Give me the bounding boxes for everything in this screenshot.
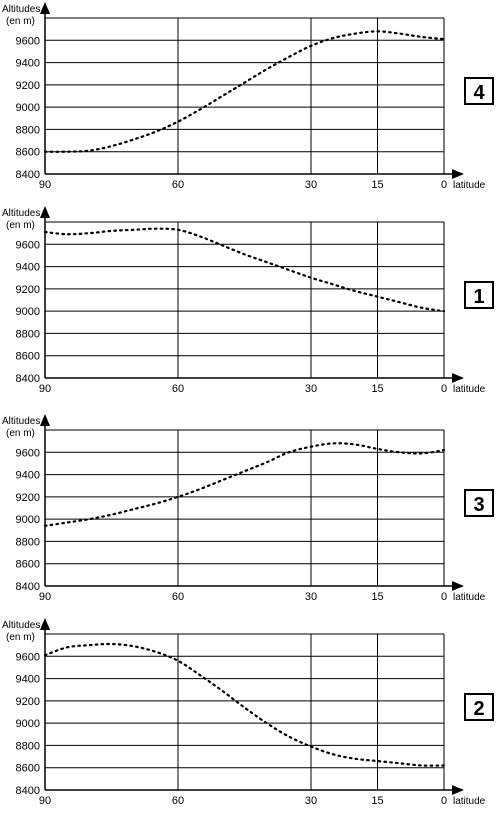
x-tick-label: 15	[371, 179, 383, 191]
y-axis-arrow	[40, 414, 50, 426]
altitude-series-line	[43, 442, 446, 527]
y-tick-label: 9400	[16, 58, 40, 70]
y-tick-label: 9200	[16, 696, 40, 708]
x-tick-label: 60	[172, 591, 184, 603]
y-tick-label: 8400	[16, 373, 40, 385]
y-tick-label: 9000	[16, 718, 40, 730]
y-axis-title-unit: (en m)	[6, 220, 35, 231]
y-axis-title-unit: (en m)	[6, 428, 35, 439]
x-tick-label: 90	[39, 795, 51, 807]
y-axis-title: Altitudes	[2, 208, 40, 219]
y-tick-label: 8400	[16, 169, 40, 181]
y-tick-label: 8800	[16, 328, 40, 340]
y-axis-arrow	[40, 206, 50, 218]
panel-badge	[464, 693, 494, 721]
y-tick-label: 9600	[16, 239, 40, 251]
chart-panel-2: 8400 8600 8800 9000 9200 9400 9600 90 60 30 15 0 Alt…	[2, 618, 494, 807]
x-axis-title: latitude	[453, 796, 486, 807]
x-tick-label: 60	[172, 795, 184, 807]
y-tick-label: 8600	[16, 763, 40, 775]
y-tick-label: 8600	[16, 147, 40, 159]
x-axis-arrow	[452, 581, 464, 591]
x-tick-label: 0	[441, 179, 447, 191]
y-axis-arrow	[40, 618, 50, 630]
y-tick-label: 9000	[16, 514, 40, 526]
x-tick-label: 30	[305, 795, 317, 807]
x-axis-arrow	[452, 373, 464, 383]
y-tick-label: 9000	[16, 306, 40, 318]
y-tick-label: 9600	[16, 651, 40, 663]
y-tick-label: 9400	[16, 262, 40, 274]
y-tick-label: 9000	[16, 102, 40, 114]
x-tick-label: 0	[441, 383, 447, 395]
y-tick-label: 8600	[16, 559, 40, 571]
y-tick-label: 9600	[16, 447, 40, 459]
x-tick-label: 15	[371, 591, 383, 603]
x-axis-title: latitude	[453, 180, 486, 191]
x-axis-title: latitude	[453, 384, 486, 395]
panel-badge	[464, 281, 494, 309]
x-tick-label: 30	[305, 591, 317, 603]
panel-badge	[464, 489, 494, 517]
y-axis-title-unit: (en m)	[6, 16, 35, 27]
y-tick-label: 9200	[16, 492, 40, 504]
x-tick-label: 60	[172, 383, 184, 395]
panel-badge	[464, 77, 494, 105]
panel-badge-label: 2	[473, 698, 484, 720]
chart-panel-1: 8400 8600 8800 9000 9200 9400 9600 90 60 30 15 0 Alt…	[2, 206, 494, 395]
x-tick-label: 15	[371, 795, 383, 807]
x-tick-label: 30	[305, 383, 317, 395]
altitude-series-line	[43, 30, 446, 153]
y-axis-title: Altitudes	[2, 620, 40, 631]
y-tick-label: 8800	[16, 124, 40, 136]
y-tick-label: 9600	[16, 35, 40, 47]
y-axis-title-unit: (en m)	[6, 632, 35, 643]
x-axis-title: latitude	[453, 592, 486, 603]
y-tick-label: 9400	[16, 470, 40, 482]
x-tick-label: 60	[172, 179, 184, 191]
altitude-series-line	[43, 227, 446, 313]
altitude-series-line	[43, 642, 446, 767]
y-tick-label: 8800	[16, 536, 40, 548]
y-tick-label: 9200	[16, 284, 40, 296]
y-tick-label: 8400	[16, 785, 40, 797]
y-axis-title: Altitudes	[2, 4, 40, 15]
x-tick-label: 90	[39, 591, 51, 603]
x-axis-arrow	[452, 785, 464, 795]
y-tick-label: 8400	[16, 581, 40, 593]
x-axis-arrow	[452, 169, 464, 179]
chart-panel-3: 8400 8600 8800 9000 9200 9400 9600 90 60 30 15 0 Alt…	[2, 414, 494, 603]
x-tick-label: 0	[441, 591, 447, 603]
x-tick-label: 0	[441, 795, 447, 807]
y-axis-arrow	[40, 2, 50, 14]
y-axis-title: Altitudes	[2, 416, 40, 427]
y-tick-label: 8600	[16, 351, 40, 363]
y-tick-label: 8800	[16, 740, 40, 752]
chart-panel-4: 8400 8600 8800 9000 9200 9400 9600 90 60 30 15 0 Alt…	[2, 2, 494, 191]
x-tick-label: 30	[305, 179, 317, 191]
x-tick-label: 90	[39, 179, 51, 191]
y-tick-label: 9400	[16, 674, 40, 686]
panel-badge-label: 1	[473, 286, 484, 308]
panel-badge-label: 4	[473, 82, 485, 104]
x-tick-label: 15	[371, 383, 383, 395]
panel-badge-label: 3	[473, 494, 484, 516]
y-tick-label: 9200	[16, 80, 40, 92]
x-tick-label: 90	[39, 383, 51, 395]
